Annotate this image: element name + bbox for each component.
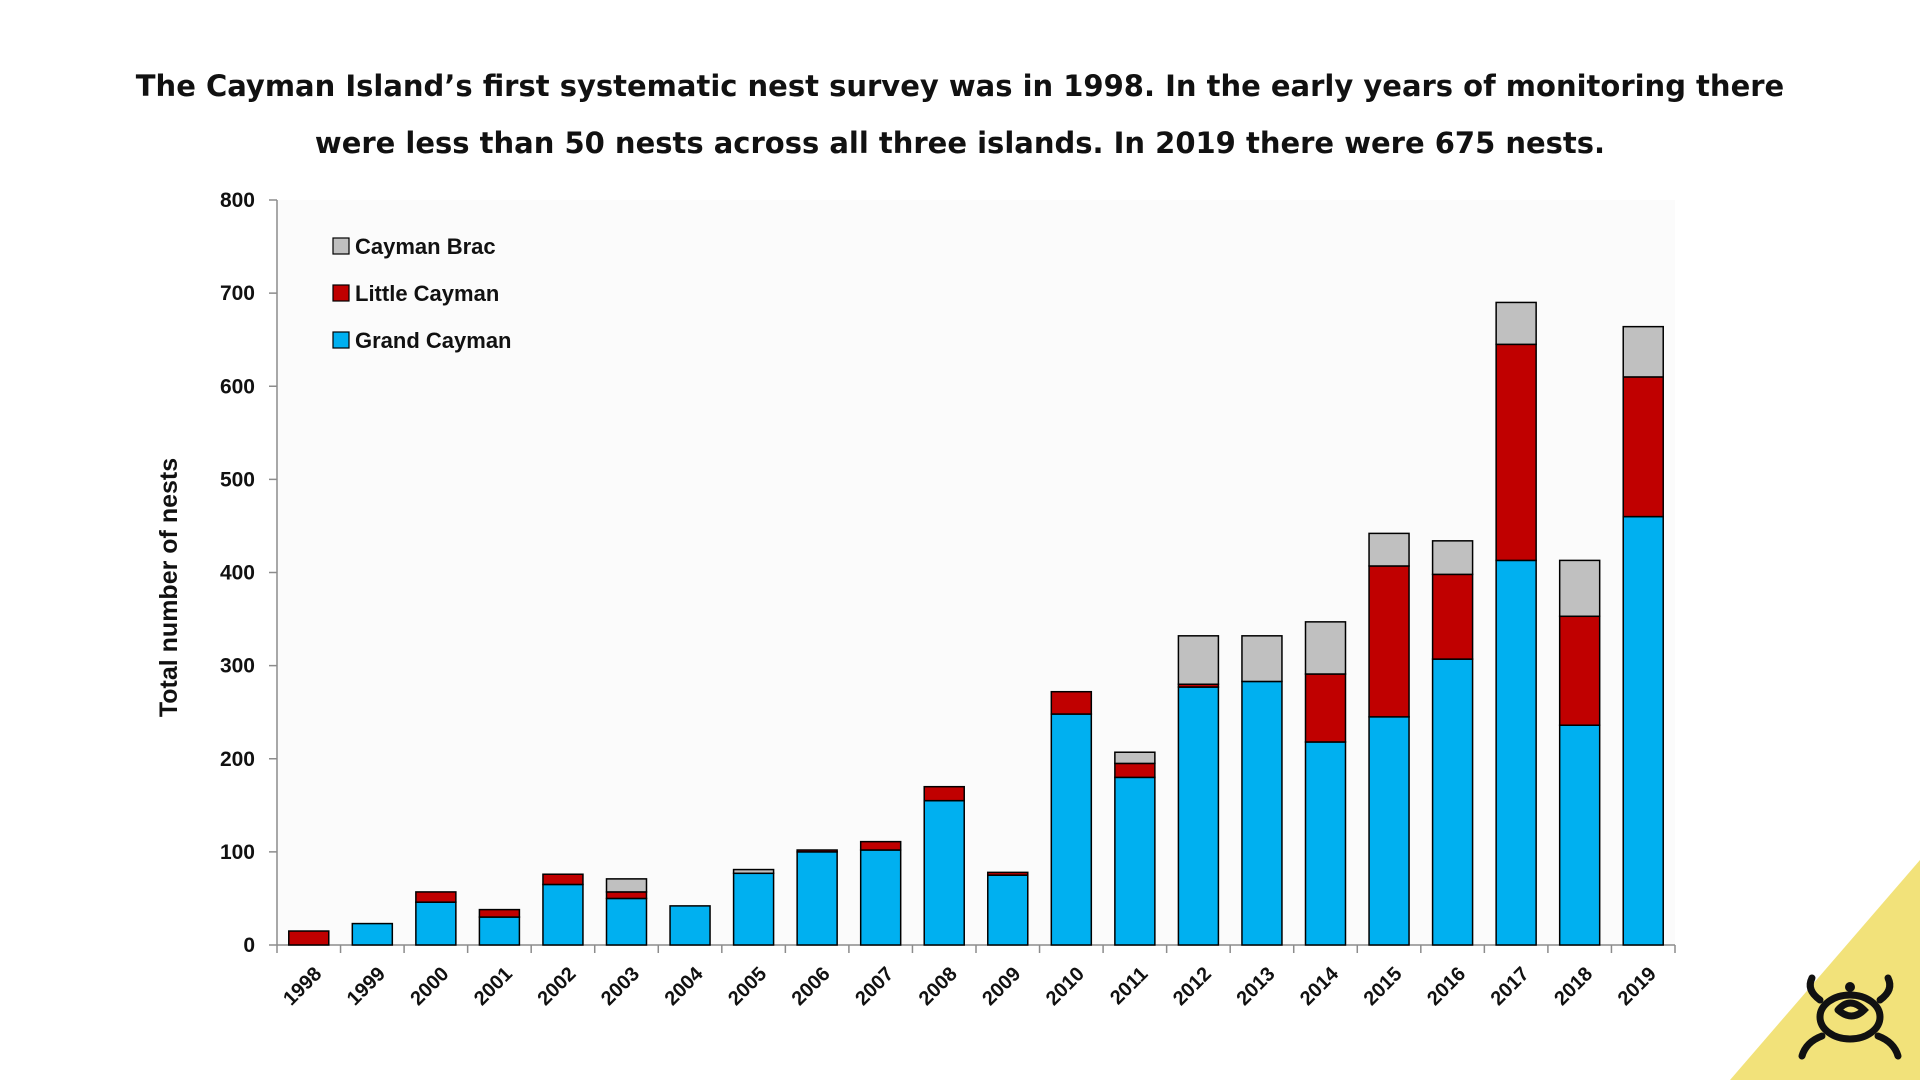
bar-grand-cayman-2001 (478, 916, 521, 946)
bar-grand-cayman-2008 (923, 799, 965, 946)
bar-little-cayman-1998 (288, 930, 330, 946)
legend-swatch-cayman-brac (332, 237, 350, 255)
x-tick-label: 2008 (915, 963, 962, 1010)
bar-little-cayman-2008 (923, 785, 965, 802)
bar-grand-cayman-2019 (1622, 515, 1664, 946)
bar-grand-cayman-2014 (1304, 741, 1347, 946)
bar-cayman-brac-2019 (1622, 325, 1664, 378)
bar-grand-cayman-2000 (415, 901, 457, 946)
x-tick-label: 2019 (1614, 963, 1661, 1010)
bar-cayman-brac-2003 (605, 878, 648, 893)
x-tick-label: 2006 (788, 963, 835, 1010)
bar-grand-cayman-2004 (669, 905, 711, 946)
headline: The Cayman Island’s first systematic nes… (80, 58, 1840, 172)
y-tick-label: 600 (220, 375, 255, 398)
x-tick-label: 1999 (343, 963, 390, 1010)
bar-grand-cayman-2017 (1495, 559, 1537, 946)
legend-label-grand-cayman: Grand Cayman (355, 328, 512, 353)
bar-grand-cayman-2009 (987, 874, 1029, 946)
x-tick-label: 2009 (978, 963, 1025, 1010)
bar-little-cayman-2002 (542, 873, 584, 886)
bar-little-cayman-2009 (987, 871, 1029, 876)
x-tick-label: 2014 (1296, 962, 1344, 1010)
bar-grand-cayman-2018 (1558, 724, 1601, 946)
bar-little-cayman-2007 (859, 840, 902, 851)
bar-cayman-brac-2017 (1495, 301, 1537, 346)
bar-cayman-brac-2005 (732, 868, 775, 875)
x-tick-label: 2011 (1106, 963, 1152, 1009)
bar-little-cayman-2006 (796, 849, 838, 853)
x-tick-label: 2000 (406, 963, 453, 1010)
bar-cayman-brac-2016 (1431, 540, 1474, 576)
x-tick-label: 1998 (279, 963, 326, 1010)
bar-grand-cayman-2013 (1241, 680, 1283, 946)
bar-grand-cayman-1999 (351, 922, 394, 946)
bar-little-cayman-2017 (1495, 343, 1537, 562)
bar-grand-cayman-2006 (796, 851, 838, 946)
y-tick-label: 500 (220, 468, 255, 491)
corner-triangle (1730, 860, 1920, 1080)
sea-turtle-logo-icon (1798, 974, 1902, 1060)
x-tick-label: 2003 (597, 963, 644, 1010)
bar-grand-cayman-2016 (1431, 658, 1474, 946)
legend-swatch-little-cayman (332, 284, 350, 302)
bar-grand-cayman-2007 (859, 849, 902, 946)
bar-cayman-brac-2014 (1304, 621, 1347, 675)
bar-cayman-brac-2018 (1558, 559, 1601, 618)
x-tick-label: 2016 (1423, 963, 1470, 1010)
bar-cayman-brac-2013 (1241, 635, 1283, 683)
x-tick-label: 2002 (533, 963, 580, 1010)
y-tick-label: 700 (220, 282, 255, 305)
bar-grand-cayman-2005 (732, 872, 775, 946)
x-tick-label: 2013 (1232, 963, 1279, 1010)
bar-grand-cayman-2011 (1114, 776, 1156, 946)
bar-little-cayman-2003 (605, 891, 648, 900)
bar-little-cayman-2019 (1622, 376, 1664, 518)
bar-little-cayman-2000 (415, 891, 457, 903)
bar-little-cayman-2001 (478, 908, 521, 918)
bar-grand-cayman-2002 (542, 883, 584, 946)
bar-grand-cayman-2012 (1177, 686, 1220, 946)
bar-little-cayman-2015 (1368, 565, 1410, 718)
y-axis-title: Total number of nests (155, 458, 183, 717)
corner-decoration (1730, 860, 1920, 1080)
x-tick-label: 2012 (1169, 963, 1216, 1010)
bar-grand-cayman-2010 (1050, 713, 1093, 946)
x-tick-label: 2017 (1487, 963, 1534, 1010)
bar-cayman-brac-2011 (1114, 751, 1156, 765)
x-tick-label: 2001 (470, 963, 517, 1010)
bar-little-cayman-2018 (1558, 615, 1601, 726)
bar-little-cayman-2010 (1050, 690, 1093, 715)
x-tick-label: 2015 (1360, 963, 1407, 1010)
bar-grand-cayman-2015 (1368, 716, 1410, 946)
headline-line-2: were less than 50 nests across all three… (314, 126, 1606, 160)
bar-little-cayman-2014 (1304, 673, 1347, 743)
headline-line-1: The Cayman Island’s first systematic nes… (135, 69, 1785, 103)
bar-little-cayman-2016 (1431, 573, 1474, 660)
legend-label-little-cayman: Little Cayman (355, 281, 499, 306)
bar-cayman-brac-2015 (1368, 532, 1410, 567)
y-tick-label: 100 (220, 841, 255, 864)
y-tick-label: 200 (220, 748, 255, 771)
bar-grand-cayman-2003 (605, 897, 648, 946)
x-tick-label: 2004 (661, 962, 709, 1010)
x-tick-label: 2005 (724, 963, 771, 1010)
x-tick-label: 2018 (1550, 963, 1597, 1010)
y-tick-label: 300 (220, 655, 255, 678)
bar-little-cayman-2011 (1114, 762, 1156, 779)
x-tick-label: 2007 (851, 963, 898, 1010)
y-tick-label: 0 (243, 934, 255, 957)
y-tick-label: 800 (220, 189, 255, 212)
legend-swatch-grand-cayman (332, 331, 350, 349)
y-tick-label: 400 (220, 562, 255, 585)
bar-cayman-brac-2012 (1177, 635, 1220, 686)
x-tick-label: 2010 (1042, 963, 1089, 1010)
legend-label-cayman-brac: Cayman Brac (355, 234, 496, 259)
